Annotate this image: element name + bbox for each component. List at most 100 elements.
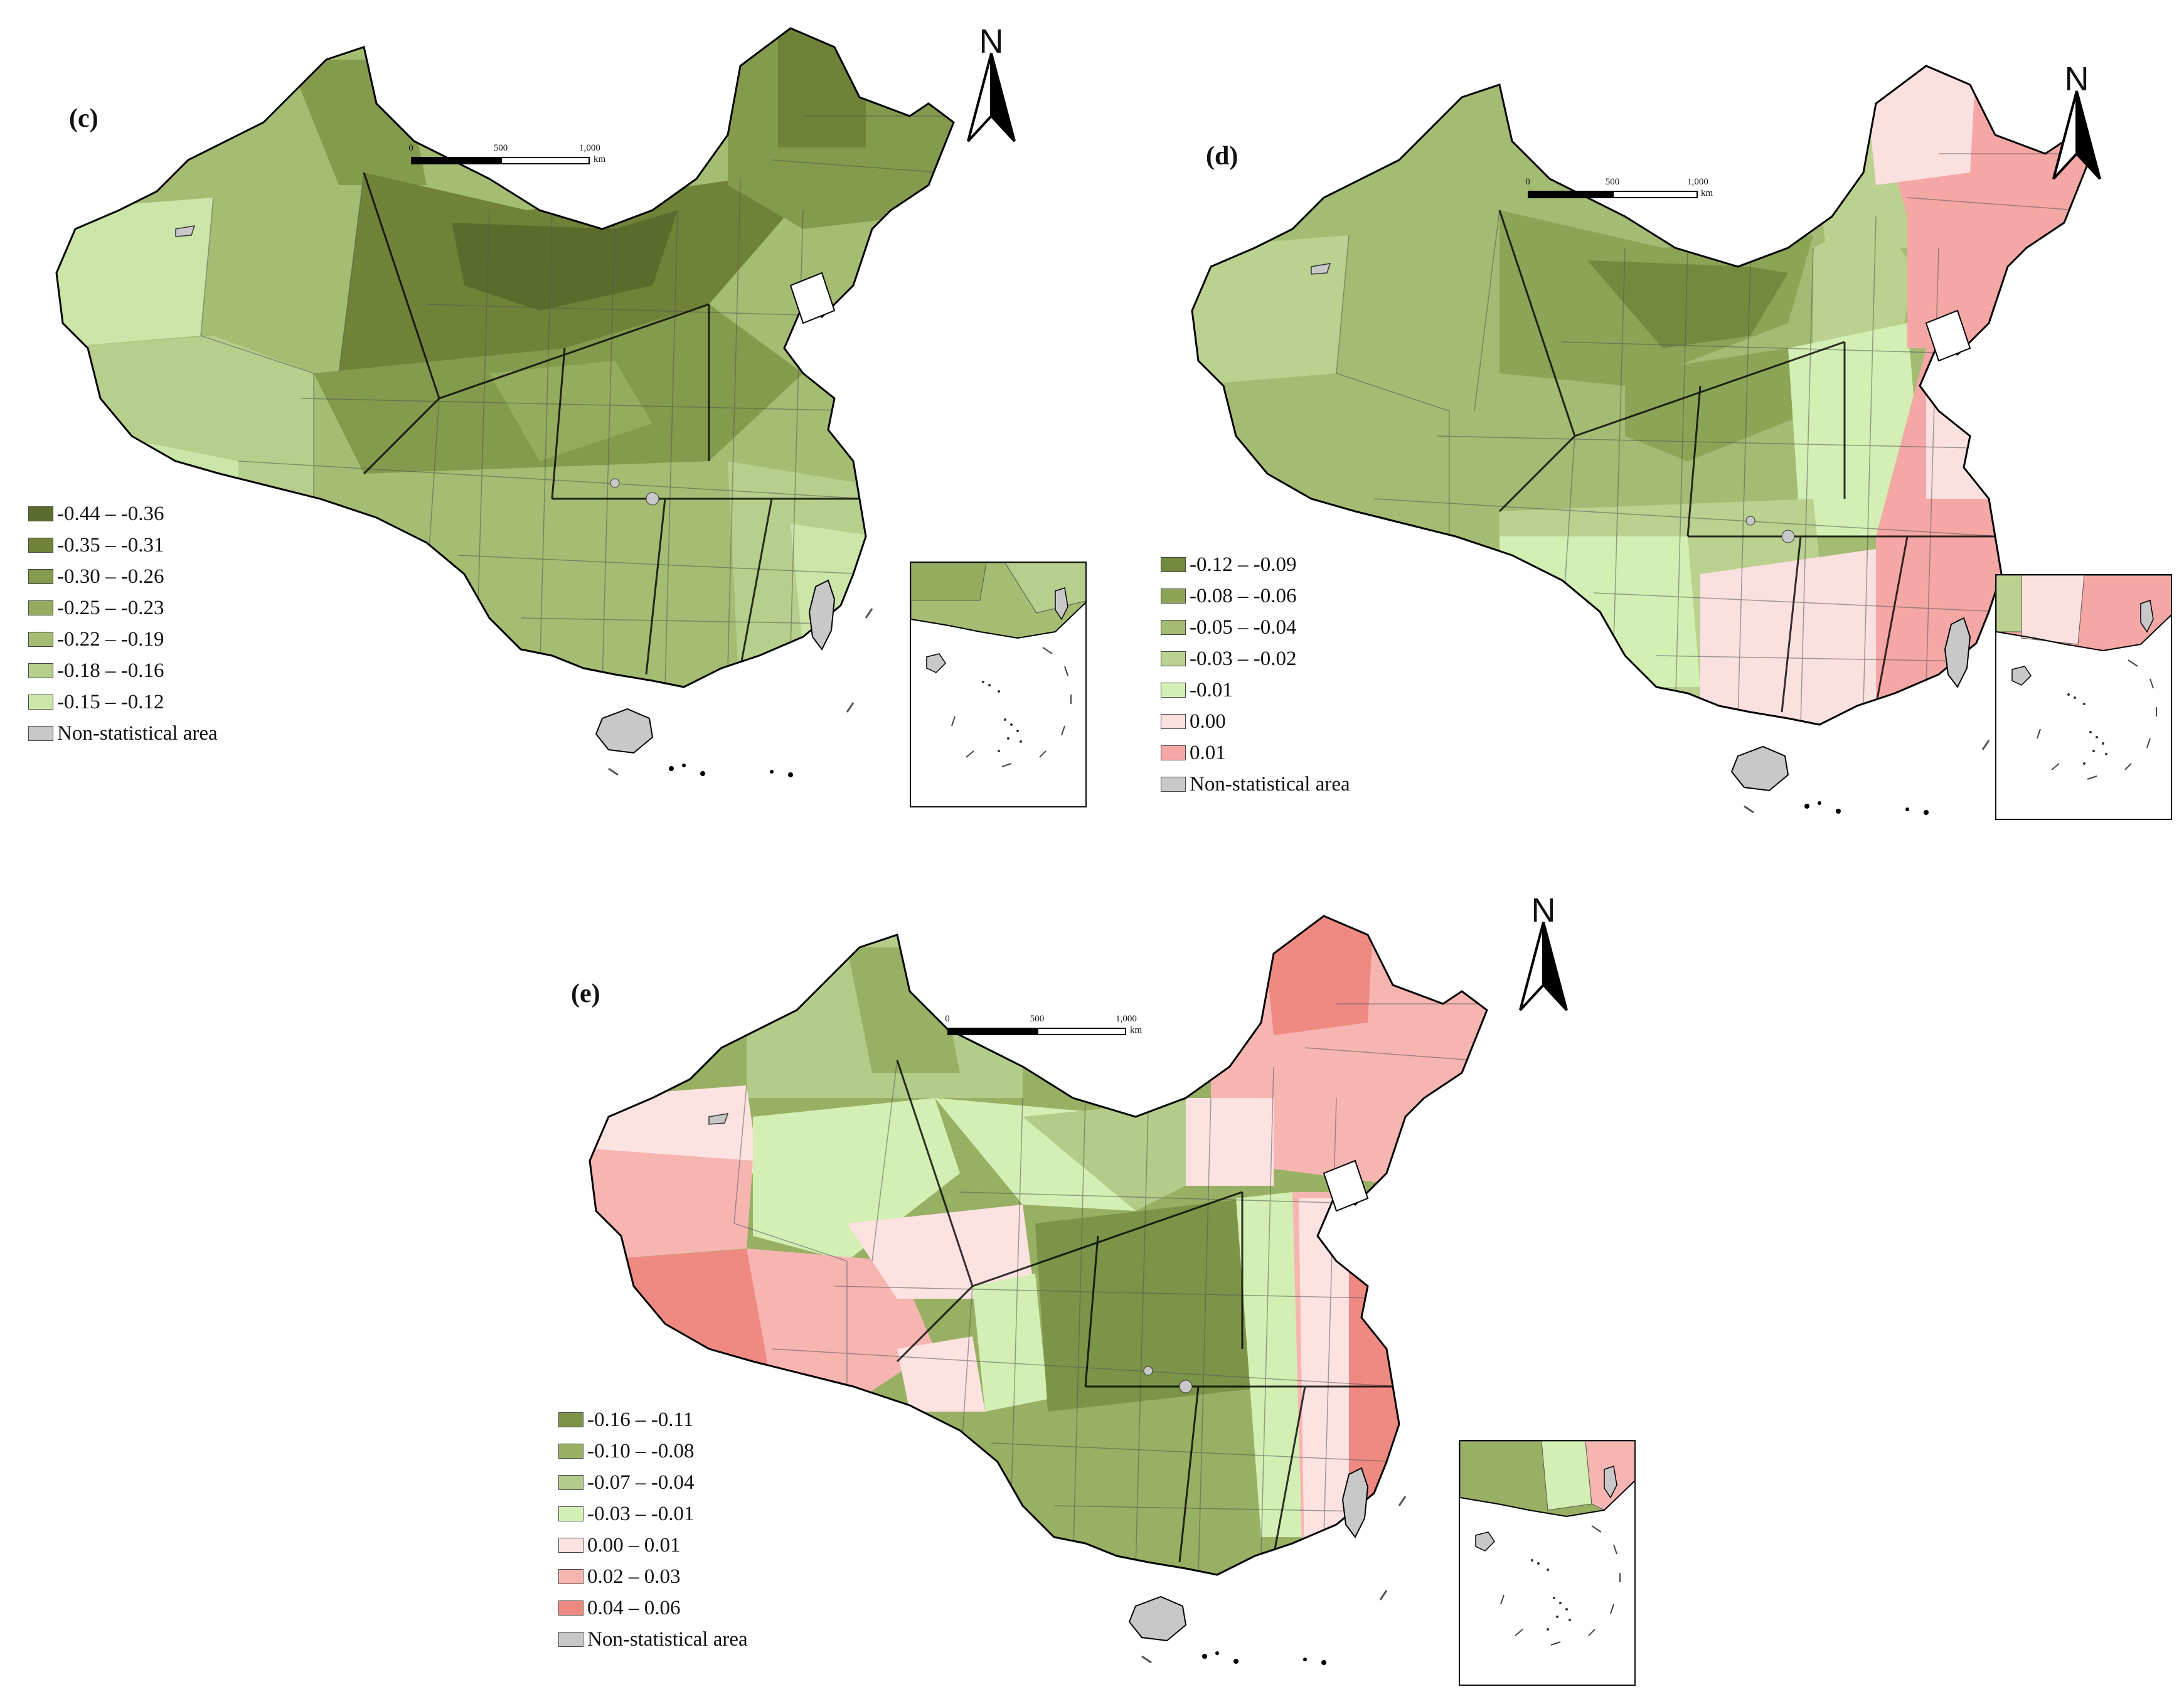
legend-swatch	[558, 1538, 583, 1553]
legend-item: Non-statistical area	[1161, 769, 1350, 800]
legend-swatch	[28, 600, 53, 615]
scale-bar: 0 500 1,000 km	[408, 143, 609, 181]
legend-swatch	[28, 695, 53, 710]
scale-segment-black	[1528, 191, 1612, 198]
legend-swatch	[28, 632, 53, 647]
legend-item: -0.05 – -0.04	[1161, 612, 1350, 643]
legend-item: -0.01	[1161, 674, 1350, 706]
south-china-sea-inset	[1995, 574, 2172, 820]
legend-item: -0.25 – -0.23	[28, 592, 218, 624]
legend-label: -0.25 – -0.23	[57, 596, 164, 619]
legend-label: 0.04 – 0.06	[587, 1596, 681, 1619]
map-panel-d: (d)	[1117, 13, 2184, 828]
map-panel-c: (c)	[0, 0, 1092, 828]
legend-item: 0.00	[1161, 706, 1350, 737]
north-arrow: N	[2042, 60, 2111, 185]
legend-label: -0.10 – -0.08	[587, 1439, 695, 1462]
legend-label: -0.16 – -0.11	[587, 1408, 694, 1431]
legend-item: Non-statistical area	[28, 718, 218, 749]
north-arrow-icon	[2052, 90, 2101, 180]
legend-item: -0.15 – -0.12	[28, 686, 218, 718]
legend-label: 0.02 – 0.03	[587, 1565, 681, 1588]
legend-label: -0.05 – -0.04	[1190, 615, 1297, 639]
legend-item: 0.02 – 0.03	[558, 1561, 748, 1592]
scale-tick-500: 500	[1605, 177, 1620, 187]
legend: -0.12 – -0.09 -0.08 – -0.06 -0.05 – -0.0…	[1161, 549, 1350, 800]
south-china-sea-inset	[910, 562, 1087, 807]
legend-swatch	[28, 663, 53, 678]
legend-item: -0.03 – -0.01	[558, 1498, 748, 1530]
legend-label: 0.01	[1190, 741, 1226, 764]
china-map	[589, 915, 1488, 1665]
legend-swatch	[28, 569, 53, 584]
legend-item: -0.12 – -0.09	[1161, 549, 1350, 580]
china-map	[1191, 65, 2091, 815]
legend-label: Non-statistical area	[587, 1627, 748, 1651]
panel-label: (e)	[571, 979, 600, 1008]
scale-tick-0: 0	[945, 1014, 950, 1024]
scale-bar: 0 500 1,000 km	[944, 1014, 1145, 1052]
legend-item: -0.18 – -0.16	[28, 655, 218, 686]
legend-swatch	[28, 726, 53, 741]
legend-label: -0.35 – -0.31	[57, 533, 164, 556]
legend-label: Non-statistical area	[1190, 772, 1350, 796]
legend-label: 0.00	[1190, 710, 1226, 733]
scale-tick-1000: 1,000	[1116, 1014, 1137, 1024]
scale-bar: 0 500 1,000 km	[1525, 177, 1725, 215]
legend-item: 0.01	[1161, 737, 1350, 769]
scale-tick-0: 0	[1525, 177, 1530, 187]
legend-label: 0.00 – 0.01	[587, 1533, 681, 1557]
legend-label: -0.18 – -0.16	[57, 659, 164, 682]
legend-item: -0.07 – -0.04	[558, 1467, 748, 1498]
legend-swatch	[1161, 588, 1186, 604]
legend-swatch	[1161, 651, 1186, 666]
legend-item: -0.44 – -0.36	[28, 498, 218, 530]
legend-swatch	[558, 1632, 583, 1647]
legend-label: -0.07 – -0.04	[587, 1471, 695, 1494]
legend-swatch	[1161, 777, 1186, 792]
legend-swatch	[558, 1569, 583, 1584]
scale-segment-white	[501, 157, 590, 164]
legend: -0.16 – -0.11 -0.10 – -0.08 -0.07 – -0.0…	[558, 1404, 748, 1655]
north-arrow-icon	[1519, 922, 1568, 1011]
legend-item: 0.00 – 0.01	[558, 1530, 748, 1561]
legend-item: -0.22 – -0.19	[28, 624, 218, 655]
legend-swatch	[1161, 745, 1186, 760]
scale-segment-white	[1612, 191, 1698, 198]
legend-label: -0.12 – -0.09	[1190, 553, 1297, 576]
north-arrow: N	[957, 22, 1026, 147]
scale-tick-1000: 1,000	[1687, 177, 1708, 187]
scale-tick-500: 500	[493, 143, 508, 153]
legend-swatch	[558, 1600, 583, 1616]
china-map	[55, 27, 955, 777]
scale-tick-1000: 1,000	[579, 143, 600, 153]
scale-tick-0: 0	[408, 143, 413, 153]
scale-unit: km	[1701, 188, 1713, 198]
map-panel-e: (e)	[533, 866, 1663, 1704]
legend-swatch	[1161, 714, 1186, 729]
legend-swatch	[28, 506, 53, 521]
legend-item: -0.16 – -0.11	[558, 1404, 748, 1435]
north-arrow-icon	[967, 53, 1016, 142]
scale-segment-black	[411, 157, 501, 164]
scale-tick-500: 500	[1030, 1014, 1045, 1024]
legend-item: -0.10 – -0.08	[558, 1435, 748, 1467]
legend-label: -0.03 – -0.01	[587, 1502, 695, 1525]
legend-swatch	[558, 1506, 583, 1521]
legend-swatch	[558, 1444, 583, 1459]
scale-unit: km	[594, 154, 606, 164]
legend-label: -0.22 – -0.19	[57, 627, 164, 651]
north-arrow: N	[1509, 891, 1578, 1016]
panel-label: (c)	[69, 104, 99, 133]
legend: -0.44 – -0.36 -0.35 – -0.31 -0.30 – -0.2…	[28, 498, 218, 749]
legend-item: -0.03 – -0.02	[1161, 643, 1350, 674]
legend-label: -0.03 – -0.02	[1190, 647, 1297, 670]
legend-label: -0.08 – -0.06	[1190, 584, 1297, 607]
legend-item: -0.08 – -0.06	[1161, 580, 1350, 612]
legend-label: Non-statistical area	[57, 722, 218, 745]
scale-segment-white	[1037, 1028, 1126, 1035]
legend-item: 0.04 – 0.06	[558, 1592, 748, 1624]
legend-swatch	[558, 1412, 583, 1427]
legend-swatch	[1161, 683, 1186, 698]
legend-label: -0.30 – -0.26	[57, 565, 164, 588]
